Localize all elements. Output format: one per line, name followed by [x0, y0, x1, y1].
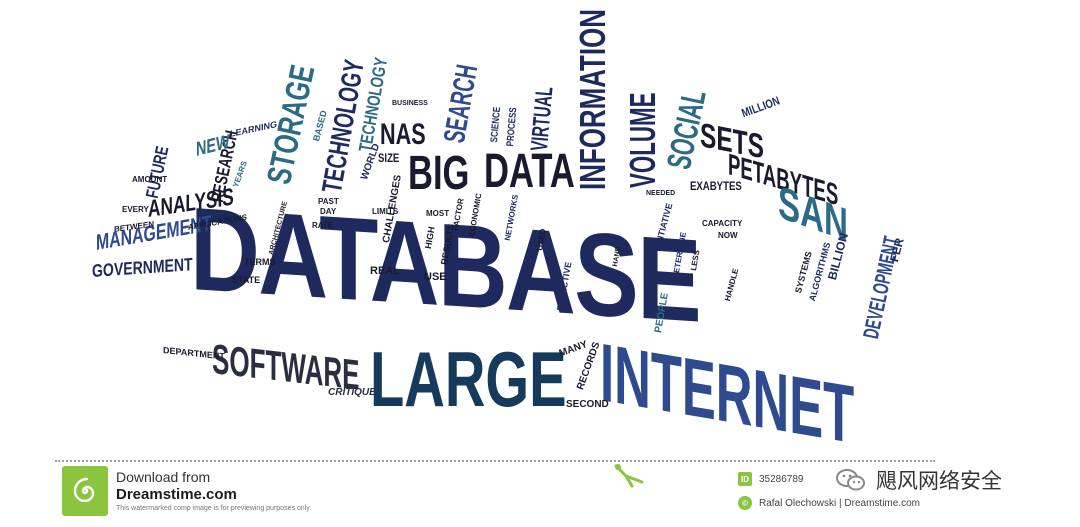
- word-nas: NAS: [380, 118, 426, 151]
- wechat-icon: [836, 469, 865, 491]
- id-badge: ID: [738, 472, 752, 486]
- dreamstime-logo: [62, 466, 108, 516]
- author-text: Rafal Olechowski | Dreamstime.com: [759, 497, 920, 509]
- word-exabytes: EXABYTES: [690, 179, 742, 193]
- word-critique: CRITIQUE: [328, 387, 376, 398]
- word-government: GOVERNMENT: [92, 254, 193, 281]
- word-information: INFORMATION: [572, 9, 613, 191]
- word-every: EVERY: [122, 205, 149, 214]
- word-state: STATE: [232, 275, 261, 285]
- word-process: PROCESS: [505, 106, 520, 147]
- word-million: MILLION: [739, 93, 782, 121]
- download-from-text: Download from: [116, 469, 211, 485]
- pin-icon: [614, 464, 644, 488]
- spiral-icon: [73, 477, 95, 503]
- word-search: SEARCH: [438, 62, 485, 146]
- word-size: SIZE: [378, 151, 400, 165]
- word-cloud-image: DATABASE LARGE INTERNET SOFTWARE BIG DAT…: [92, 9, 907, 460]
- word-needed: NEEDED: [646, 190, 676, 197]
- word-large: LARGE: [370, 335, 567, 423]
- footer-dotted-divider: [55, 460, 935, 462]
- copyright-badge: ©: [738, 496, 752, 510]
- word-virtual: VIRTUAL: [526, 85, 559, 153]
- word-limits: LIMITS: [372, 207, 399, 216]
- watermark-footer: Download from Dreamstime.com This waterm…: [0, 460, 1080, 527]
- word-science: SCIENCE: [489, 106, 504, 143]
- word-use: USE: [424, 271, 447, 283]
- word-most: MOST: [426, 209, 450, 218]
- wechat-watermark: 飓风网络安全: [836, 465, 1002, 495]
- word-capacity: CAPACITY: [702, 219, 743, 228]
- word-past: PAST: [318, 197, 339, 206]
- word-real: REAL: [370, 265, 400, 277]
- word-amount: AMOUNT: [132, 175, 168, 184]
- word-future: FUTURE: [142, 144, 173, 200]
- wechat-account-name: 飓风网络安全: [876, 469, 1002, 493]
- word-big: BIG: [408, 147, 470, 200]
- word-now: NOW: [718, 231, 738, 240]
- word-data: DATA: [484, 145, 575, 198]
- author-row: © Rafal Olechowski | Dreamstime.com: [738, 496, 920, 510]
- dreamstime-site-text: Dreamstime.com: [116, 486, 237, 503]
- word-volume: VOLUME: [622, 92, 663, 188]
- word-terms: TERMS: [244, 257, 276, 267]
- word-business: BUSINESS: [392, 100, 428, 107]
- word-cloud: DATABASE LARGE INTERNET SOFTWARE BIG DAT…: [92, 9, 907, 460]
- image-id-row: ID 35286789: [738, 472, 804, 486]
- word-internet: INTERNET: [600, 327, 855, 460]
- word-rate: RATE: [312, 221, 334, 230]
- word-day: DAY: [320, 207, 337, 216]
- word-handle: HANDLE: [723, 267, 741, 303]
- image-id-text: 35286789: [759, 473, 804, 485]
- watermark-note: This watermarked comp image is for previ…: [116, 505, 312, 512]
- word-second: SECOND: [566, 399, 609, 410]
